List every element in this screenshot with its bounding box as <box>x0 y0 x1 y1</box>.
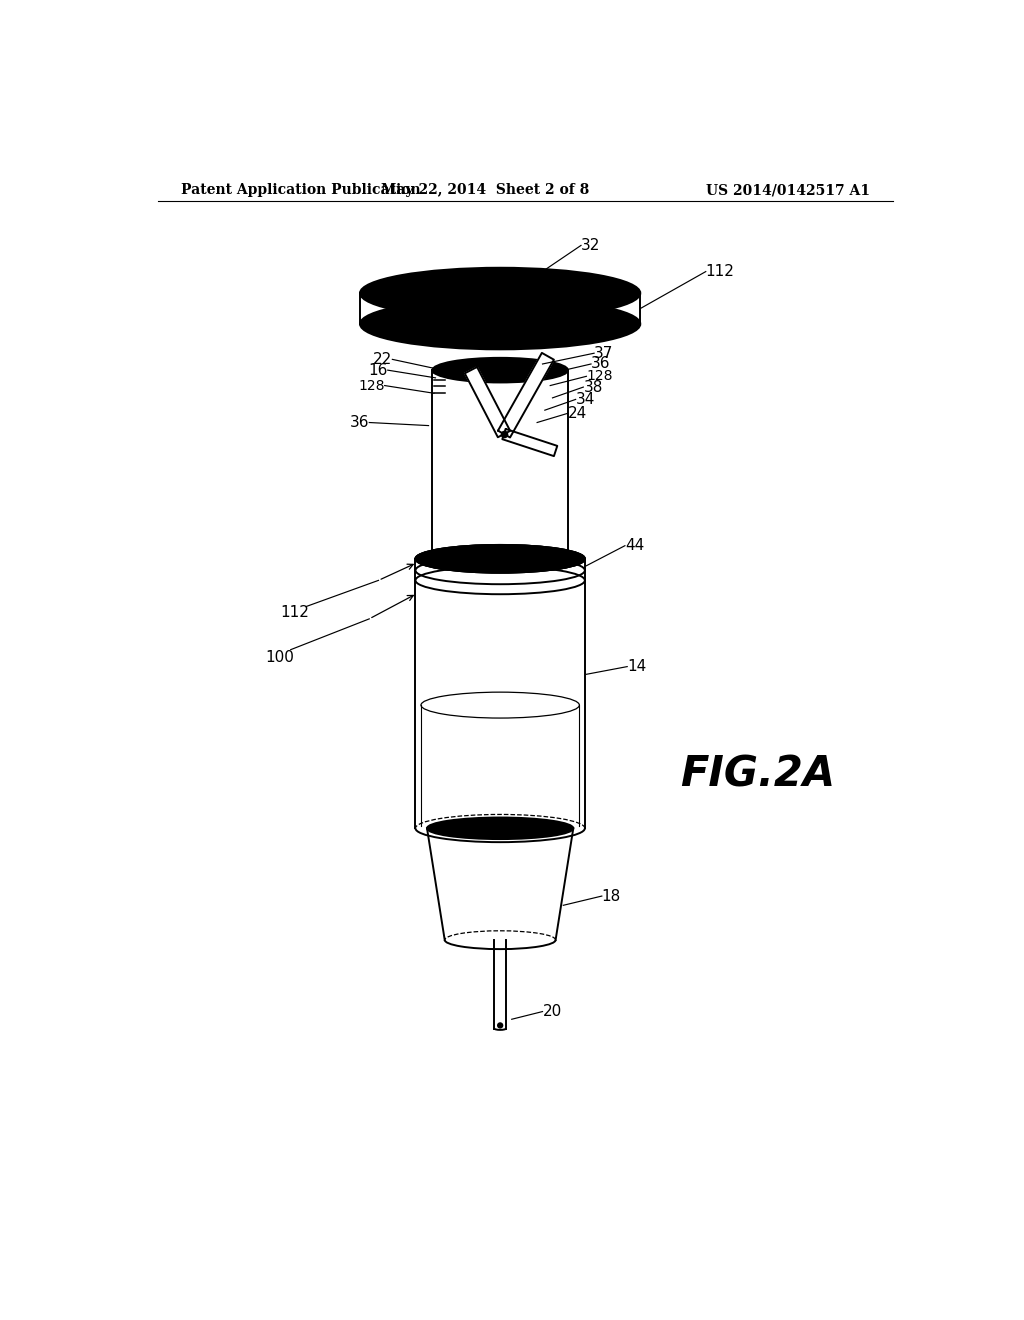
Text: 34: 34 <box>575 392 595 407</box>
Text: 37: 37 <box>594 346 613 360</box>
Ellipse shape <box>432 546 568 572</box>
Text: US 2014/0142517 A1: US 2014/0142517 A1 <box>706 183 869 197</box>
Ellipse shape <box>416 545 585 573</box>
Text: 36: 36 <box>591 356 610 371</box>
Text: 18: 18 <box>602 888 621 904</box>
Text: 38: 38 <box>584 380 603 395</box>
Text: 24: 24 <box>568 405 587 421</box>
Circle shape <box>498 1023 503 1028</box>
Text: 14: 14 <box>628 659 646 675</box>
Text: Patent Application Publication: Patent Application Publication <box>180 183 420 197</box>
Ellipse shape <box>360 298 640 350</box>
Polygon shape <box>498 352 554 437</box>
Text: FIG.2A: FIG.2A <box>681 754 836 796</box>
Text: 22: 22 <box>373 352 392 367</box>
Text: 32: 32 <box>581 238 600 253</box>
Ellipse shape <box>360 268 640 318</box>
Text: 20: 20 <box>543 1005 562 1019</box>
Ellipse shape <box>416 545 585 573</box>
Text: 16: 16 <box>369 363 388 378</box>
Text: 44: 44 <box>625 539 644 553</box>
Ellipse shape <box>427 817 573 840</box>
Text: 36: 36 <box>350 414 370 430</box>
Text: 128: 128 <box>358 379 385 392</box>
Text: May 22, 2014  Sheet 2 of 8: May 22, 2014 Sheet 2 of 8 <box>381 183 589 197</box>
Text: 112: 112 <box>281 605 309 620</box>
Polygon shape <box>503 429 557 457</box>
Text: 128: 128 <box>587 370 613 383</box>
Text: 112: 112 <box>706 264 734 279</box>
Ellipse shape <box>394 306 606 342</box>
Ellipse shape <box>432 358 568 383</box>
Polygon shape <box>465 367 510 437</box>
Text: 100: 100 <box>265 649 294 665</box>
